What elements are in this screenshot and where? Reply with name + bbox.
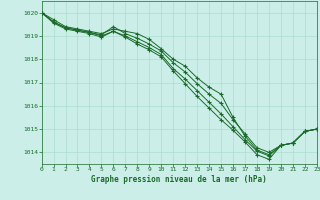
X-axis label: Graphe pression niveau de la mer (hPa): Graphe pression niveau de la mer (hPa) [91, 175, 267, 184]
